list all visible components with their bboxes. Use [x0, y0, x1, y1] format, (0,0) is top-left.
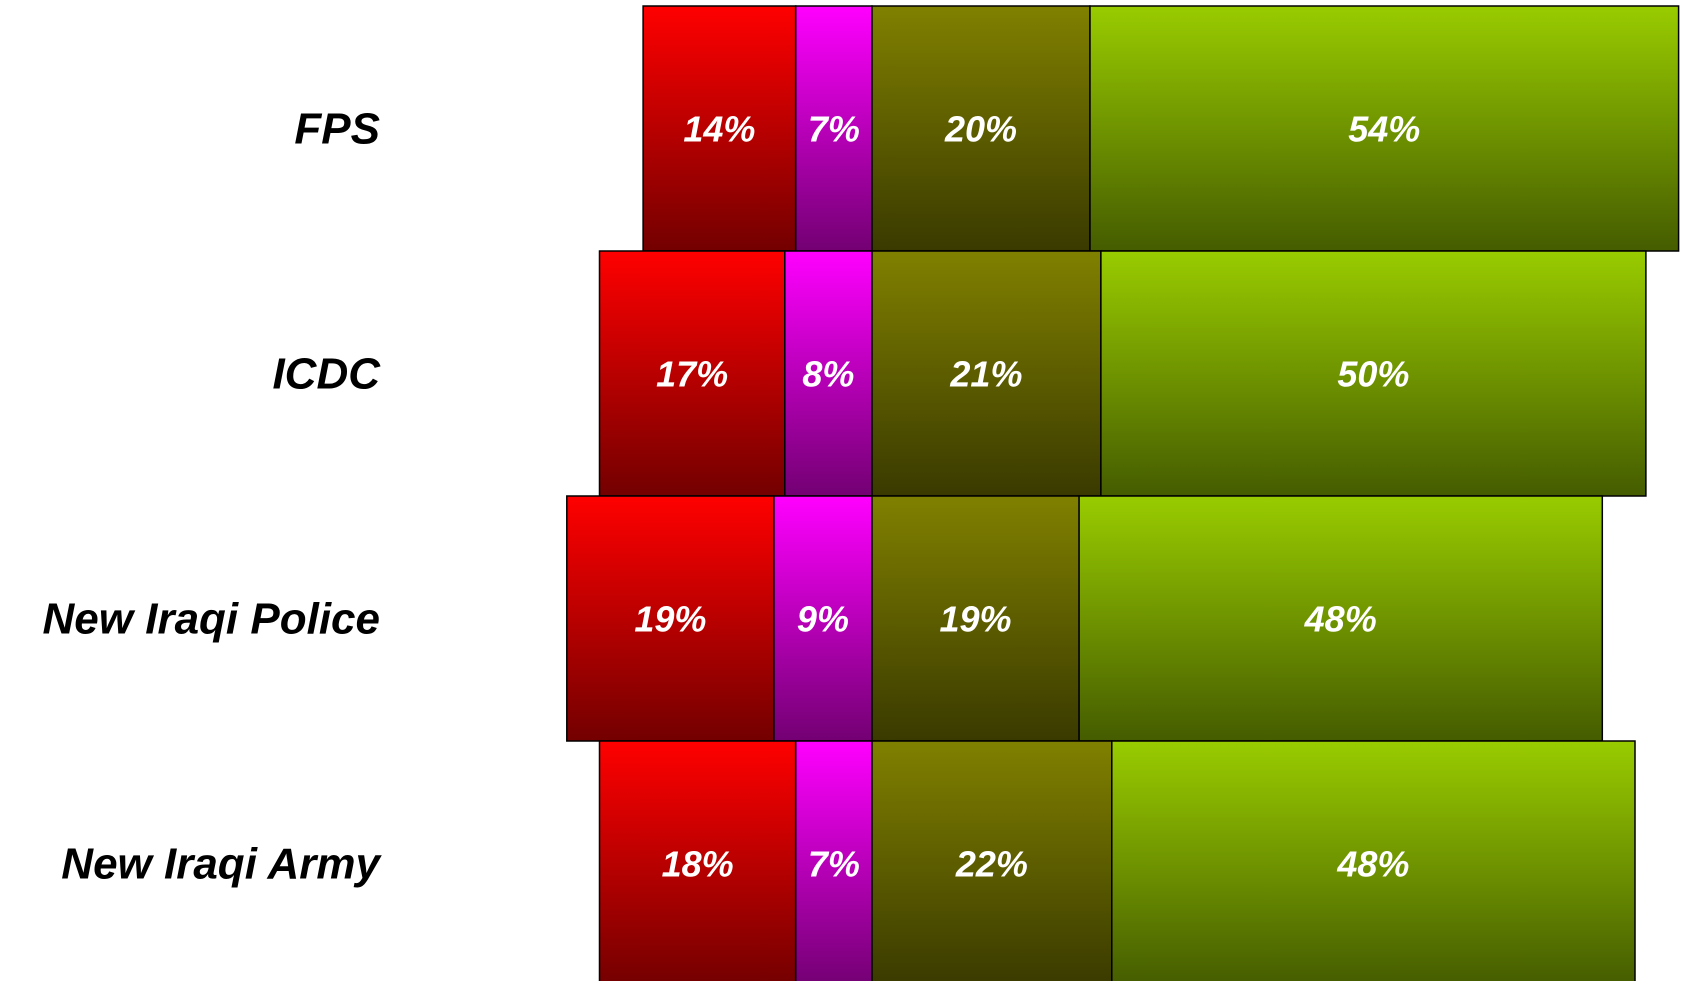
- bar-segment: [1089, 5, 1680, 252]
- data-label: 9%: [797, 599, 849, 640]
- data-label: 14%: [683, 109, 755, 150]
- data-label: 50%: [1337, 354, 1409, 395]
- bar-segment: [1078, 495, 1604, 742]
- bar-segment: [598, 740, 797, 981]
- data-label: 20%: [944, 109, 1017, 150]
- bar-segment: [598, 250, 786, 497]
- data-label: 7%: [808, 844, 860, 885]
- data-label: 17%: [656, 354, 728, 395]
- bar-segment: [871, 250, 1102, 497]
- bar-segment: [794, 5, 873, 252]
- category-label: FPS: [294, 105, 380, 154]
- category-labels: FPS ICDC New Iraqi Police New Iraqi Army: [43, 105, 383, 889]
- bar-segment: [871, 740, 1113, 981]
- category-label: New Iraqi Police: [43, 595, 380, 644]
- data-label: 21%: [949, 354, 1022, 395]
- data-label: 48%: [1336, 844, 1409, 885]
- category-label: ICDC: [272, 350, 381, 399]
- bar-segment: [1100, 250, 1647, 497]
- bar-segment: [1111, 740, 1636, 981]
- data-label: 19%: [940, 599, 1012, 640]
- bar-segment: [871, 5, 1091, 252]
- data-label: 19%: [634, 599, 706, 640]
- value-labels: 14% 7% 20% 54% 17% 8% 21% 50% 19% 9% 19% 48% 18% 7% 22…: [634, 109, 1420, 885]
- bar-segment: [784, 250, 873, 497]
- data-label: 8%: [802, 354, 854, 395]
- bar-segment: [794, 740, 873, 981]
- data-label: 18%: [662, 844, 734, 885]
- data-label: 22%: [955, 844, 1028, 885]
- bar-segment: [642, 5, 797, 252]
- data-label: 54%: [1348, 109, 1420, 150]
- data-label: 48%: [1304, 599, 1377, 640]
- data-label: 7%: [808, 109, 860, 150]
- bars: [566, 5, 1680, 981]
- category-label: New Iraqi Army: [61, 840, 382, 889]
- bar-segment: [773, 495, 873, 742]
